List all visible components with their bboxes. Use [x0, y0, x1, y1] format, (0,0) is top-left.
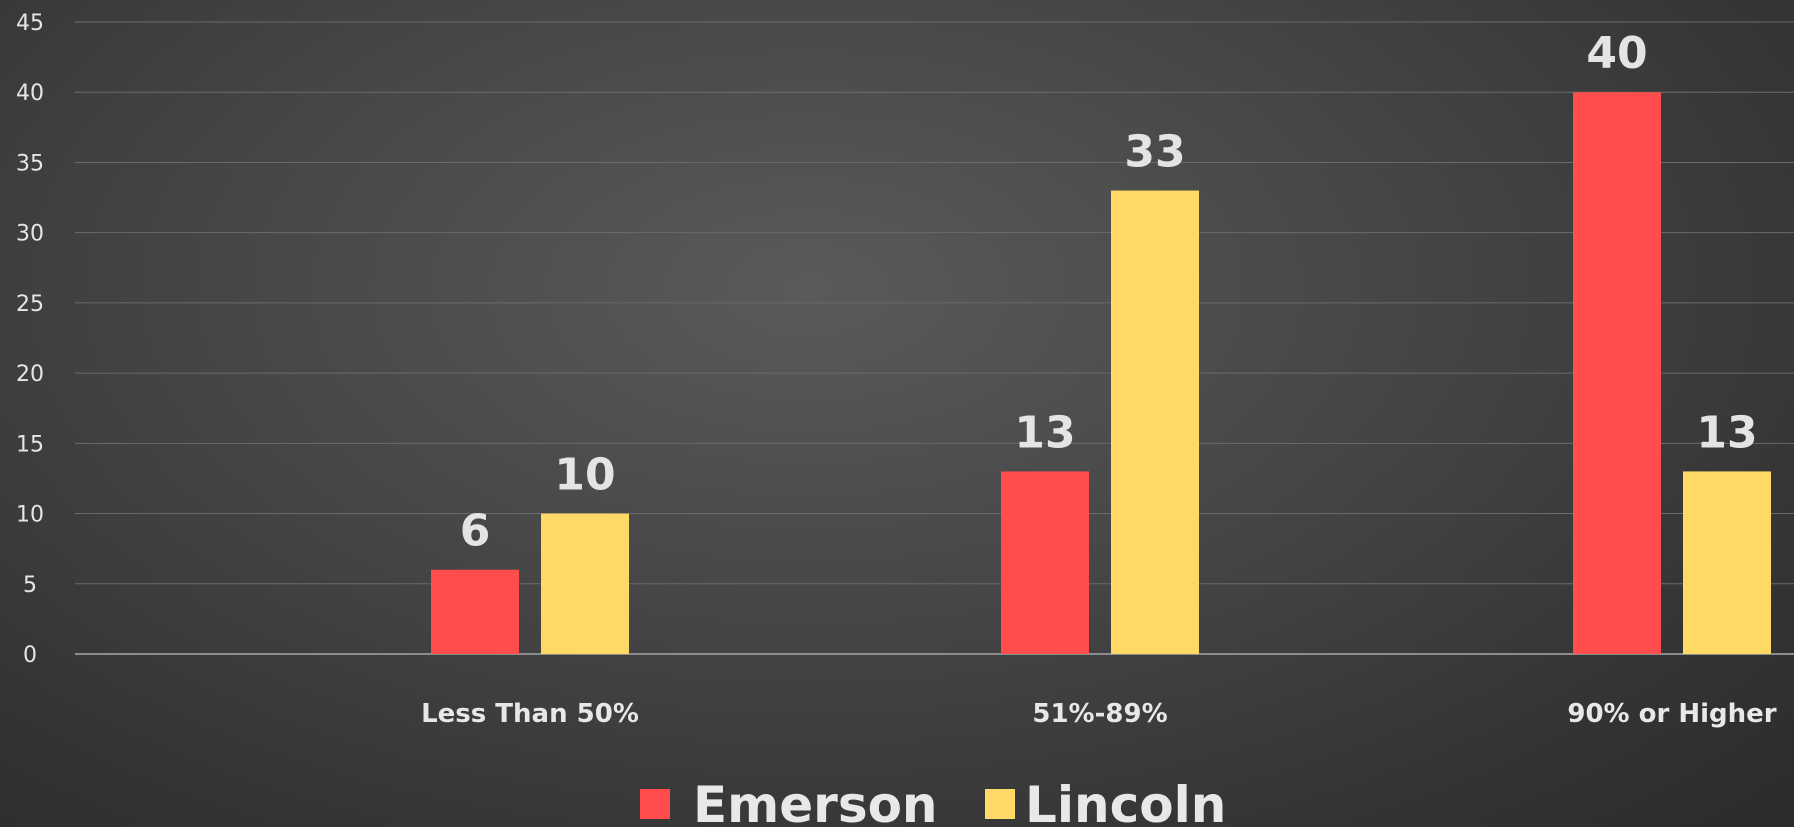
- data-label-lincoln-less-than-50: 10: [554, 450, 615, 501]
- bar-emerson-less-than-50: [431, 569, 519, 654]
- bars: [431, 92, 1771, 655]
- gridlines: [75, 21, 1794, 655]
- y-tick-label: 25: [16, 292, 44, 317]
- y-tick-label: 40: [16, 81, 44, 106]
- legend-label-emerson: Emerson: [693, 776, 938, 827]
- bar-emerson-51-89: [1001, 471, 1089, 654]
- y-tick-label: 5: [23, 573, 37, 598]
- data-label-lincoln-51-89: 33: [1124, 127, 1185, 178]
- data-label-emerson-90-or-higher: 40: [1586, 28, 1647, 79]
- y-tick-label: 30: [16, 222, 44, 247]
- x-axis-tick-labels: Less Than 50% 51%-89% 90% or Higher: [421, 699, 1777, 729]
- bar-lincoln-90-or-higher: [1683, 471, 1771, 654]
- y-tick-label: 15: [16, 432, 44, 457]
- legend-label-lincoln: Lincoln: [1025, 776, 1226, 827]
- bar-emerson-90-or-higher: [1573, 92, 1661, 654]
- y-tick-label: 35: [16, 151, 44, 176]
- x-tick-label: 90% or Higher: [1567, 699, 1776, 729]
- bar-lincoln-51-89: [1111, 190, 1199, 655]
- y-axis-tick-labels: 0 5 10 15 20 25 30 35 40 45: [16, 11, 44, 668]
- y-tick-label: 45: [16, 11, 44, 36]
- data-label-emerson-less-than-50: 6: [460, 506, 491, 557]
- data-label-emerson-51-89: 13: [1014, 407, 1075, 458]
- data-labels: 6 10 13 33 40 13: [460, 28, 1758, 557]
- x-tick-label: Less Than 50%: [421, 699, 639, 729]
- x-tick-label: 51%-89%: [1032, 699, 1167, 729]
- data-label-lincoln-90-or-higher: 13: [1696, 407, 1757, 458]
- legend-swatch-emerson: [640, 789, 670, 819]
- bar-lincoln-less-than-50: [541, 513, 629, 654]
- legend-swatch-lincoln: [985, 789, 1015, 819]
- y-tick-label: 20: [16, 362, 44, 387]
- y-tick-label: 0: [23, 643, 37, 668]
- y-tick-label: 10: [16, 503, 44, 528]
- legend: Emerson Lincoln: [640, 776, 1226, 827]
